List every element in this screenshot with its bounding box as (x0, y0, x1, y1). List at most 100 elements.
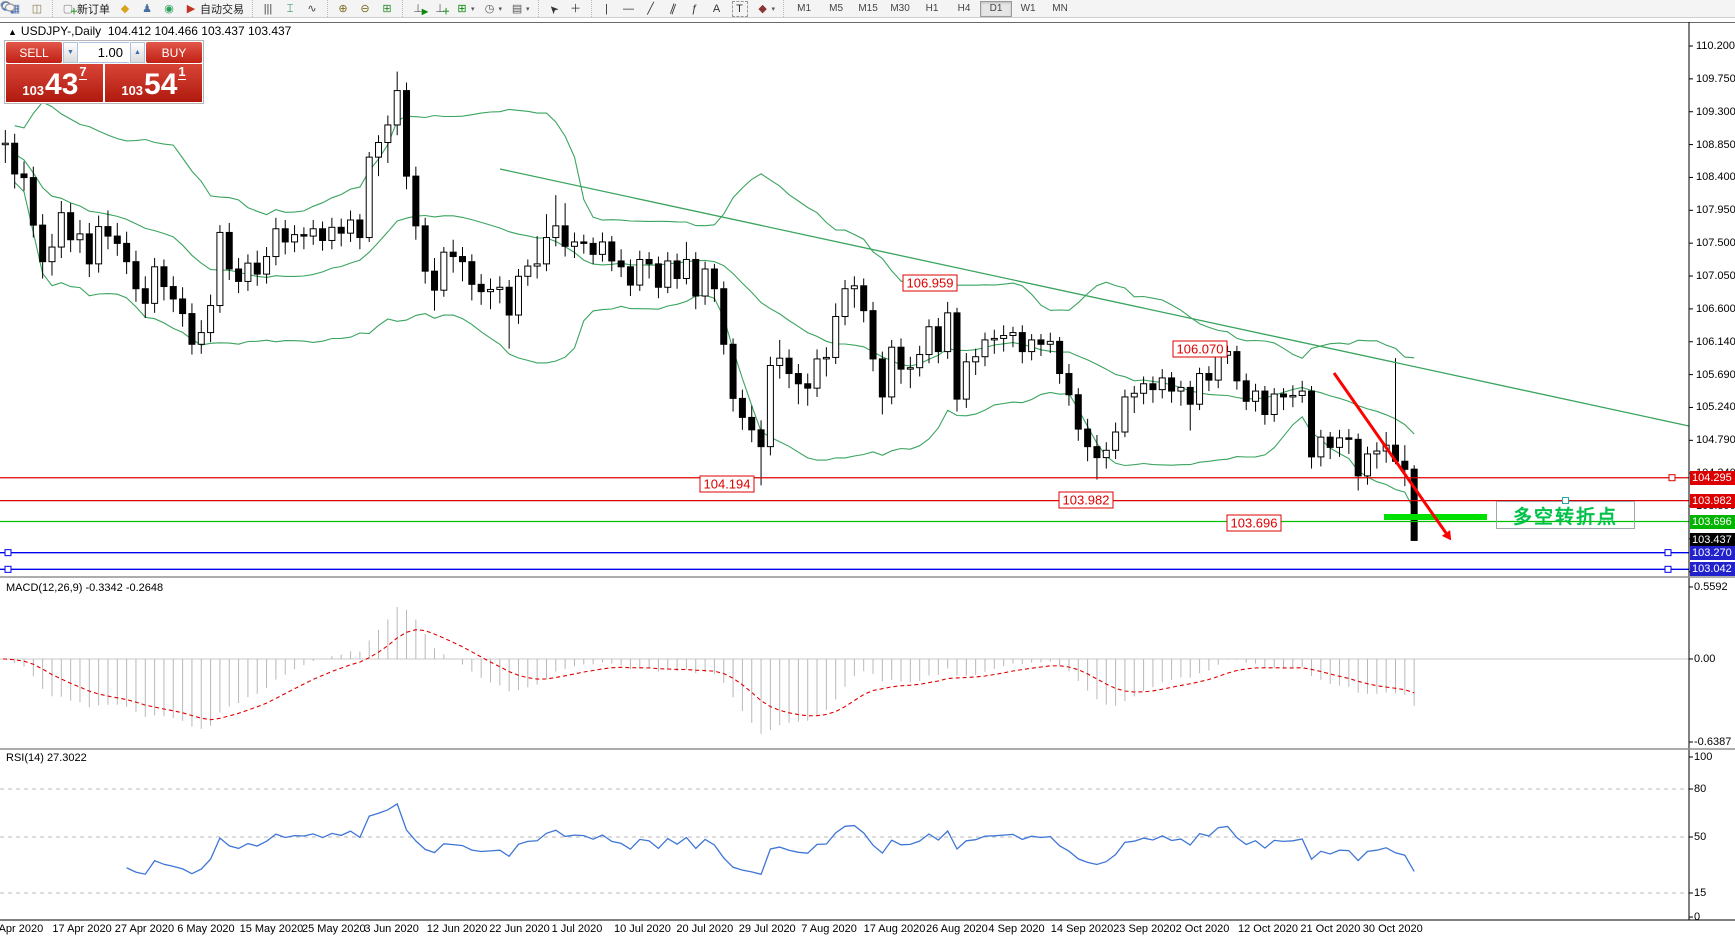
horizontal-line-tool-button[interactable]: — (618, 1, 640, 16)
line-handle[interactable] (4, 549, 12, 557)
indicators-window-button[interactable]: ⊥ ▶ (407, 1, 429, 16)
descending-trendline-object[interactable] (499, 168, 1689, 427)
volume-input[interactable]: 1.00 (79, 42, 129, 63)
candlestick-mode-button[interactable]: ⌶ (279, 1, 301, 16)
sell-arrow-line-object[interactable] (1332, 372, 1448, 534)
date-tick-label[interactable]: 1 Jul 2020 (551, 923, 603, 935)
date-tick-label[interactable]: 3 Jun 2020 (364, 923, 419, 935)
crosshair-tool-button[interactable]: ＋ (565, 1, 587, 16)
buy-button[interactable]: BUY (146, 42, 202, 63)
sell-button[interactable]: SELL (6, 42, 62, 63)
timeframe-m1-button[interactable]: M1 (797, 2, 812, 14)
volume-increase-button[interactable]: ▲ (130, 42, 145, 63)
date-tick-label[interactable]: 12 Oct 2020 (1238, 923, 1298, 935)
timeframe-m15-button[interactable]: M15 (858, 2, 878, 14)
date-tick-label[interactable]: 22 Jun 2020 (489, 923, 550, 935)
tile-windows-button[interactable]: ⊞ (376, 1, 398, 16)
date-tick-label[interactable]: 2 Oct 2020 (1175, 923, 1230, 935)
date-tick-label[interactable]: 26 Aug 2020 (926, 923, 988, 935)
timeframe-m5-button[interactable]: M5 (829, 2, 844, 14)
zoom-in-button[interactable]: ⊕ (332, 1, 354, 16)
turning-point-text-object[interactable]: 多空转折点 (1496, 501, 1635, 529)
line-handle[interactable] (1664, 565, 1672, 573)
bear-candle (235, 268, 243, 282)
timeframe-m30-button[interactable]: M30 (890, 2, 910, 14)
date-tick-label[interactable]: 23 Sep 2020 (1113, 923, 1176, 935)
bear-candle (729, 343, 737, 399)
date-tick-label[interactable]: 21 Oct 2020 (1300, 923, 1361, 935)
date-tick-label[interactable]: 6 May 2020 (177, 923, 235, 935)
date-tick-label[interactable]: 30 Oct 2020 (1362, 923, 1423, 935)
date-tick-label[interactable]: 14 Sep 2020 (1050, 923, 1114, 935)
date-tick-label[interactable]: 17 Aug 2020 (863, 923, 926, 935)
buy-price-pips: 54 (144, 68, 178, 101)
buy-price-point: 1 (178, 64, 186, 80)
sell-price-figure: 103 (22, 83, 45, 98)
signals-button[interactable]: ◉ (158, 1, 180, 16)
price-annotation-label[interactable]: 106.959 (902, 274, 958, 292)
timeframe-w1-button[interactable]: W1 (1020, 2, 1036, 14)
price-annotation-label[interactable]: 103.696 (1226, 514, 1282, 532)
sell-price-button[interactable]: 103 43 7 (6, 64, 103, 102)
date-tick-label[interactable]: 7 Aug 2020 (801, 923, 857, 935)
candlestick-mode-icon: ⌶ (286, 2, 294, 15)
bear-candle (281, 228, 289, 243)
experts-button[interactable]: ♟ (136, 1, 158, 16)
bull-candle (850, 285, 858, 290)
date-tick-label[interactable]: 12 Jun 2020 (426, 923, 488, 935)
date-tick-label[interactable]: 10 Jul 2020 (614, 923, 671, 935)
date-tick-label[interactable]: 4 Sep 2020 (988, 923, 1045, 935)
chart-styler-button[interactable]: ◆ (114, 1, 136, 16)
text-object-handle[interactable] (1561, 497, 1569, 504)
new-order-button[interactable]: ▢ ＋新订单 (57, 1, 114, 16)
date-tick-label[interactable]: 17 Apr 2020 (52, 923, 112, 935)
chat-button[interactable] (0, 0, 1727, 16)
add-indicator-button[interactable]: ⊞ ▾ (451, 1, 479, 16)
periods-dropdown-button[interactable]: ◷ ▾ (479, 1, 507, 16)
bar-chart-mode-button[interactable]: ||| (257, 1, 279, 16)
timeframe-h4-button[interactable]: H4 (957, 2, 971, 14)
timeframe-d1-button[interactable]: D1 (980, 0, 1013, 17)
date-tick-label[interactable]: 7 Apr 2020 (0, 923, 44, 935)
line-handle[interactable] (4, 565, 12, 573)
bull-candle (486, 288, 494, 293)
text-tool-button[interactable]: A (706, 1, 728, 16)
bear-candle (1280, 393, 1288, 398)
chevron-down-icon: ▾ (471, 5, 475, 13)
price-annotation-label[interactable]: 106.070 (1172, 340, 1228, 358)
price-annotation-label[interactable]: 104.194 (699, 475, 755, 493)
autotrading-button[interactable]: ▶ 自动交易 (180, 1, 248, 16)
quick-preview-button[interactable]: ◫ (26, 1, 48, 16)
date-tick-label[interactable]: 29 Jul 2020 (738, 923, 796, 935)
bull-candle (962, 361, 970, 400)
date-tick-label[interactable]: 27 Apr 2020 (114, 923, 175, 935)
timeframe-mn-button[interactable]: MN (1052, 2, 1068, 14)
bull-candle (552, 225, 560, 239)
date-tick-label[interactable]: 25 May 2020 (302, 923, 366, 935)
volume-decrease-button[interactable]: ▼ (63, 42, 78, 63)
bear-candle (692, 258, 700, 297)
bull-candle (832, 316, 840, 358)
bear-candle (645, 258, 653, 265)
collapse-panel-icon[interactable]: ▲ (8, 27, 17, 37)
arrows-tool-button[interactable]: ◆ ▾ (752, 1, 780, 16)
date-tick-label[interactable]: 20 Jul 2020 (676, 923, 734, 935)
date-tick-label[interactable]: 15 May 2020 (239, 923, 304, 935)
timeframe-h1-button[interactable]: H1 (925, 2, 939, 14)
vertical-line-tool-button[interactable]: | (596, 1, 618, 16)
templates-dropdown-button[interactable]: ▤ ▾ (506, 1, 534, 16)
zoom-out-button[interactable]: ⊖ (354, 1, 376, 16)
chevron-down-icon: ▾ (526, 5, 530, 13)
line-chart-mode-button[interactable]: ∿ (301, 1, 323, 16)
charts-grid-button[interactable]: ▦ (4, 1, 26, 16)
line-handle[interactable] (1664, 549, 1672, 557)
buy-price-button[interactable]: 103 54 1 (105, 64, 202, 102)
text-label-tool-button[interactable]: T (728, 0, 752, 17)
bull-candle (1373, 450, 1381, 455)
fibonacci-tool-button[interactable]: ƒ (684, 1, 706, 16)
line-handle[interactable] (1668, 474, 1676, 482)
price-annotation-label[interactable]: 103.982 (1058, 491, 1114, 509)
objects-window-button[interactable]: ⊥ ＋ (429, 1, 451, 16)
trendline-tool-button[interactable]: ╱ (640, 1, 662, 16)
price-tick-label: 104.790 (1696, 434, 1735, 447)
